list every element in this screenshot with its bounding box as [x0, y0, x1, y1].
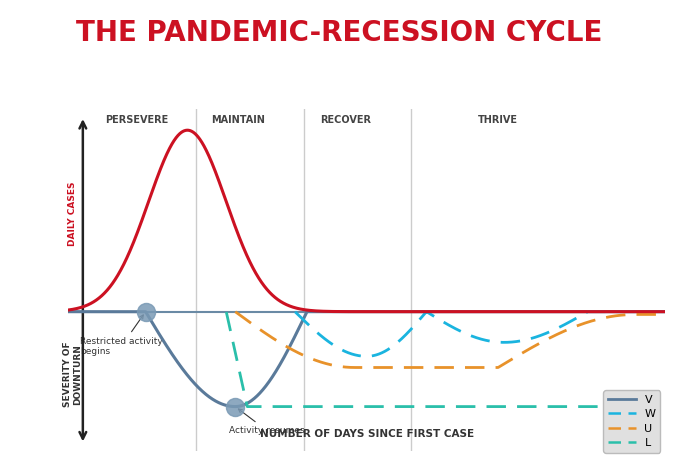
- Text: SEVERITY OF
DOWNTURN: SEVERITY OF DOWNTURN: [63, 342, 82, 407]
- Text: RECOVER: RECOVER: [320, 115, 371, 125]
- Text: PERSEVERE: PERSEVERE: [105, 115, 168, 125]
- Text: THE PANDEMIC-RECESSION CYCLE: THE PANDEMIC-RECESSION CYCLE: [76, 19, 603, 47]
- Text: Restricted activity
begins: Restricted activity begins: [80, 315, 162, 356]
- Text: MAINTAIN: MAINTAIN: [211, 115, 265, 125]
- Legend: V, W, U, L: V, W, U, L: [604, 390, 660, 453]
- Text: NUMBER OF DAYS SINCE FIRST CASE: NUMBER OF DAYS SINCE FIRST CASE: [259, 429, 474, 439]
- Text: Activity resumes: Activity resumes: [230, 409, 305, 435]
- Text: DAILY CASES: DAILY CASES: [68, 182, 77, 246]
- Text: THRIVE: THRIVE: [478, 115, 518, 125]
